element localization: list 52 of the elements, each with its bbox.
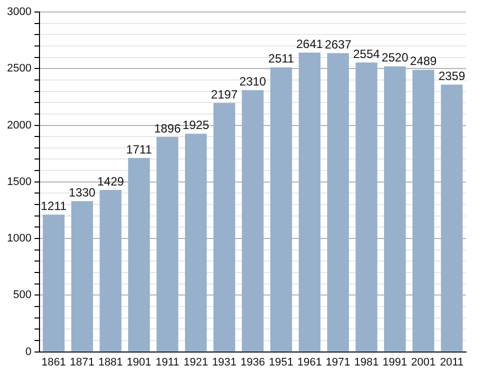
data-label: 2637 [324, 37, 352, 52]
x-tick-label: 2001 [411, 356, 436, 368]
x-tick-label: 1921 [184, 356, 208, 368]
x-tick-label: 1981 [354, 356, 379, 368]
data-label: 2489 [410, 54, 438, 68]
bar [71, 201, 93, 352]
x-tick-label: 1991 [382, 356, 408, 368]
y-tick-label: 1500 [6, 176, 32, 188]
bar [184, 134, 207, 352]
bar [128, 158, 150, 352]
bar [440, 84, 463, 352]
x-tick-label: 1911 [156, 356, 180, 368]
data-label: 1711 [126, 142, 152, 156]
data-label: 2554 [353, 46, 380, 61]
y-tick-label: 1000 [6, 232, 32, 245]
x-tick-label: 1871 [70, 356, 94, 368]
x-tick-label: 1936 [240, 356, 265, 368]
bar [242, 90, 264, 352]
y-tick-label: 2000 [6, 119, 32, 132]
y-tick-label: 2500 [6, 62, 32, 75]
y-tick-label: 0 [25, 346, 32, 358]
x-tick-label: 1961 [297, 356, 322, 368]
data-label: 1211 [40, 198, 67, 213]
bar [412, 70, 434, 352]
bar [356, 62, 378, 352]
bar [384, 66, 406, 352]
data-label: 2359 [438, 68, 466, 83]
data-label: 2641 [296, 36, 324, 51]
x-tick-label: 1971 [326, 356, 350, 368]
data-label: 1330 [68, 185, 96, 200]
x-tick-label: 1881 [98, 356, 123, 368]
x-tick-label: 1951 [268, 356, 294, 368]
data-label: 2511 [268, 52, 294, 66]
data-label: 1925 [182, 118, 210, 132]
y-tick-label: 500 [13, 289, 32, 302]
bar [327, 53, 349, 352]
x-tick-label: 1861 [41, 356, 66, 368]
bar [298, 52, 320, 352]
data-label: 2310 [239, 74, 266, 88]
data-label: 2520 [382, 50, 409, 65]
x-tick-label: 1931 [212, 356, 237, 368]
data-label: 2197 [210, 87, 238, 102]
data-label: 1896 [154, 121, 182, 136]
bar [270, 67, 292, 352]
x-tick-label: 2011 [440, 356, 464, 368]
bar [100, 190, 122, 352]
bar [213, 102, 236, 352]
data-label: 1429 [97, 174, 124, 188]
y-tick-label: 3000 [6, 6, 32, 18]
bar [42, 214, 65, 352]
bar [156, 137, 178, 352]
x-tick-label: 1901 [126, 356, 152, 368]
